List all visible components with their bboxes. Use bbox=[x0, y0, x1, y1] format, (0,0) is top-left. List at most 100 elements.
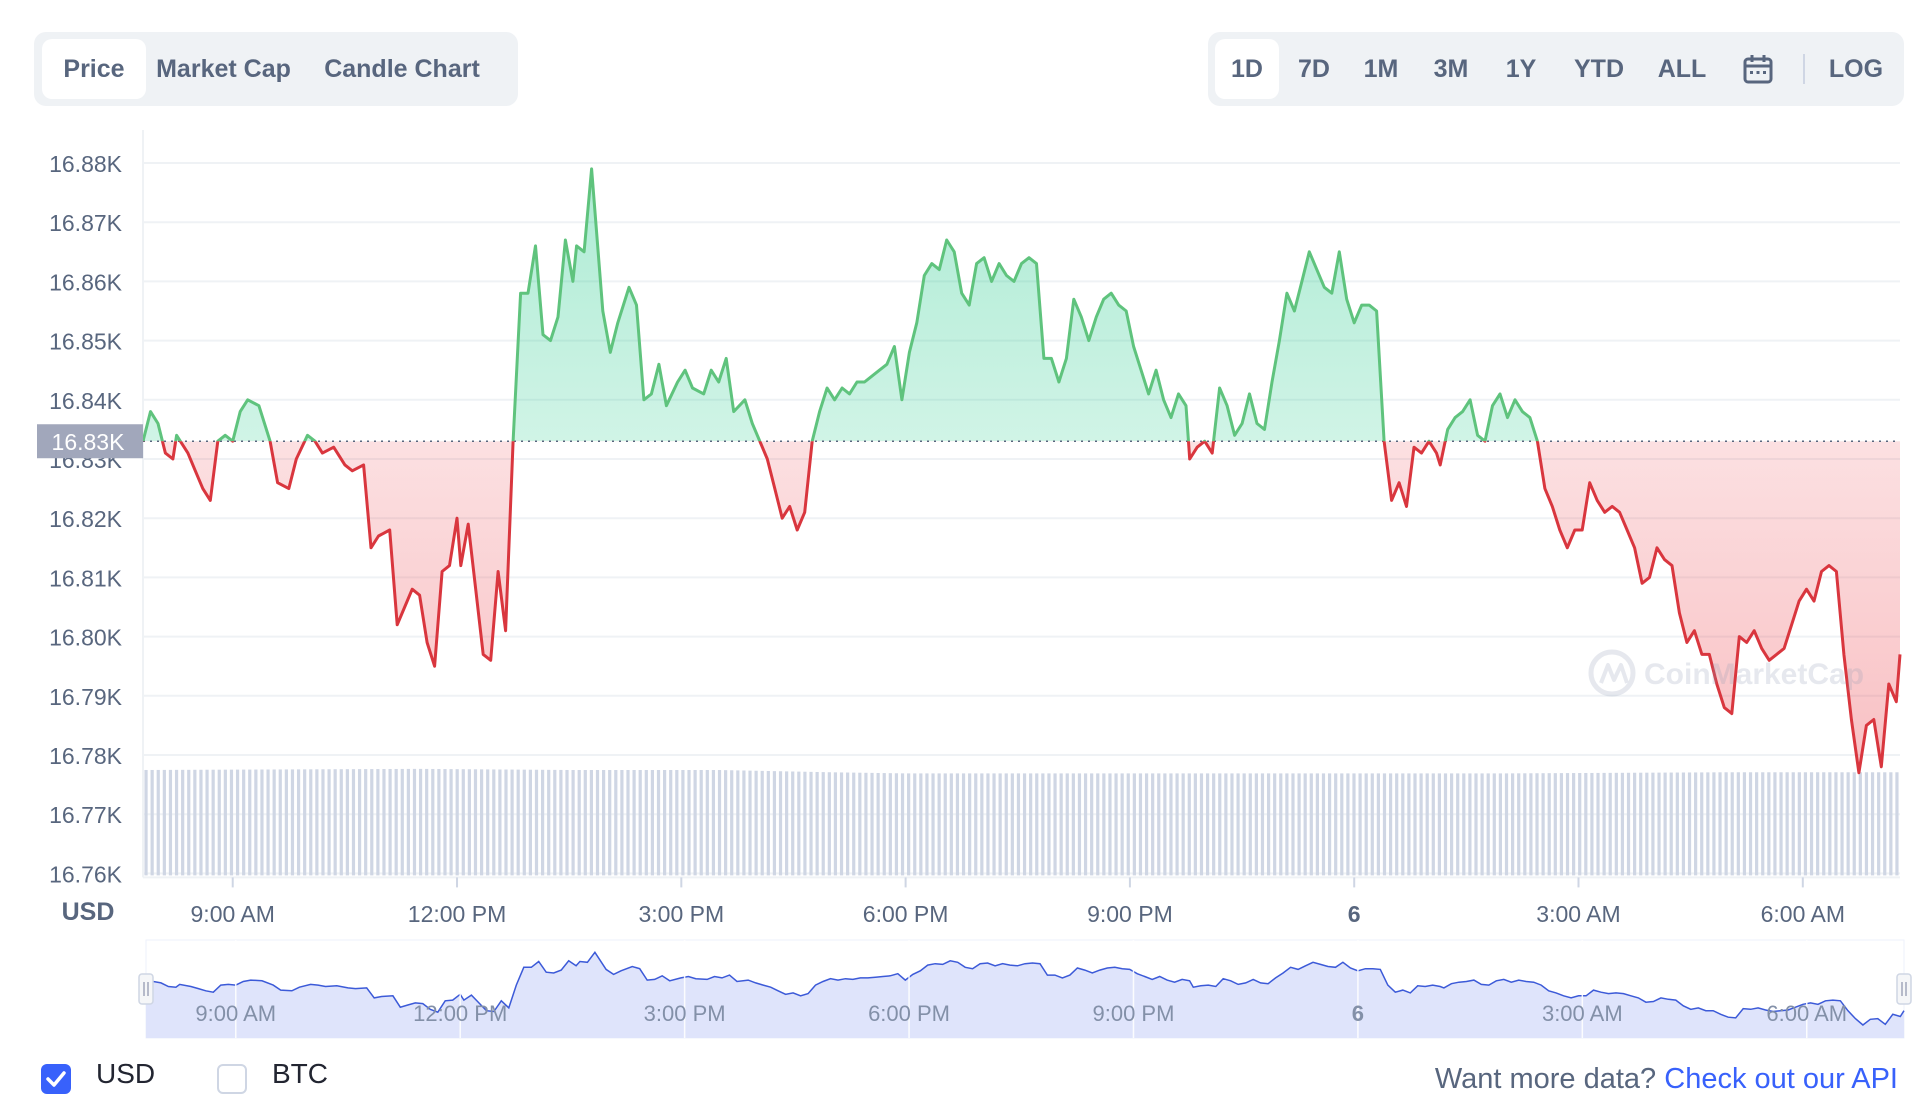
navigator-area bbox=[146, 952, 1904, 1038]
volume-bar bbox=[1718, 772, 1722, 876]
volume-bar bbox=[150, 769, 154, 876]
volume-bar bbox=[1773, 772, 1777, 876]
range-ytd-button[interactable]: YTD bbox=[1574, 55, 1624, 83]
x-tick-label: 6:00 AM bbox=[1761, 901, 1845, 927]
volume-bar bbox=[760, 770, 764, 876]
volume-bar bbox=[1126, 773, 1130, 876]
tab-candle-chart[interactable]: Candle Chart bbox=[324, 55, 480, 83]
volume-bar bbox=[248, 769, 252, 876]
range-1d-button[interactable]: 1D bbox=[1215, 39, 1279, 99]
volume-bar bbox=[309, 769, 313, 876]
volume-bar bbox=[1517, 773, 1521, 876]
y-tick-label: 16.80K bbox=[49, 625, 123, 651]
volume-bar bbox=[534, 769, 539, 876]
currency-axis-label: USD bbox=[62, 898, 115, 926]
volume-bar bbox=[1346, 773, 1350, 876]
volume-bar bbox=[315, 769, 319, 876]
volume-bar bbox=[1419, 773, 1423, 876]
volume-bar bbox=[785, 771, 789, 876]
volume-bar bbox=[1114, 773, 1118, 876]
volume-bar bbox=[1596, 772, 1600, 876]
volume-bar bbox=[351, 769, 356, 876]
volume-bar bbox=[205, 769, 209, 876]
navigator-tick-label: 3:00 AM bbox=[1542, 1001, 1623, 1026]
navigator-tick-label: 6 bbox=[1352, 1001, 1364, 1026]
volume-bar bbox=[943, 773, 947, 876]
volume-bar bbox=[333, 769, 337, 876]
volume-bar bbox=[303, 769, 307, 876]
volume-bar bbox=[1187, 773, 1191, 876]
api-link[interactable]: Check out our API bbox=[1664, 1063, 1898, 1095]
volume-bar bbox=[1809, 772, 1814, 876]
volume-bar bbox=[1462, 773, 1466, 876]
calendar-icon[interactable] bbox=[1728, 39, 1788, 99]
y-tick-label: 16.76K bbox=[49, 861, 123, 887]
volume-bar bbox=[724, 770, 728, 876]
volume-bar bbox=[1755, 772, 1759, 876]
volume-bar bbox=[1218, 773, 1222, 876]
volume-bar bbox=[595, 770, 600, 876]
volume-bar bbox=[1035, 773, 1039, 876]
volume-bar bbox=[504, 769, 508, 876]
range-all-button[interactable]: ALL bbox=[1657, 55, 1707, 83]
volume-bar bbox=[1291, 773, 1295, 876]
navigator-left-handle[interactable] bbox=[138, 973, 154, 1005]
volume-bar bbox=[638, 770, 642, 876]
volume-bar bbox=[400, 768, 404, 876]
volume-bar bbox=[1889, 772, 1893, 876]
y-tick-label: 16.78K bbox=[49, 743, 123, 769]
tab-price[interactable]: Price bbox=[42, 39, 146, 99]
range-1m-button[interactable]: 1M bbox=[1363, 55, 1399, 83]
volume-bar bbox=[1870, 772, 1875, 876]
volume-bar bbox=[1382, 773, 1387, 876]
volume-bar bbox=[1511, 773, 1515, 876]
volume-bar bbox=[449, 769, 453, 876]
volume-bar bbox=[1175, 773, 1179, 876]
navigator-right-handle[interactable] bbox=[1896, 973, 1912, 1005]
volume-bar bbox=[1828, 772, 1832, 876]
volume-bar bbox=[699, 770, 703, 876]
btc-label[interactable]: BTC bbox=[272, 1058, 328, 1089]
volume-bar bbox=[663, 770, 667, 876]
volume-bar bbox=[1169, 773, 1173, 876]
volume-bar bbox=[1639, 772, 1643, 876]
y-tick-label: 16.82K bbox=[49, 506, 123, 532]
y-tick-label: 16.87K bbox=[49, 210, 123, 236]
range-3m-button[interactable]: 3M bbox=[1433, 55, 1469, 83]
volume-bar bbox=[1553, 773, 1557, 876]
volume-bar bbox=[1645, 772, 1649, 876]
price-line-up bbox=[141, 167, 1539, 442]
baseline-badge-label: 16.83K bbox=[52, 429, 126, 455]
volume-bar bbox=[1425, 773, 1429, 876]
usd-checkbox[interactable] bbox=[41, 1064, 71, 1094]
volume-bar bbox=[144, 769, 148, 876]
volume-bar bbox=[1096, 773, 1100, 876]
volume-bar bbox=[211, 769, 215, 876]
volume-bar bbox=[1706, 772, 1710, 876]
volume-bar bbox=[296, 769, 301, 876]
log-scale-button[interactable]: LOG bbox=[1828, 55, 1884, 83]
volume-bar bbox=[1675, 772, 1679, 876]
volume-bar bbox=[827, 772, 831, 876]
volume-bar bbox=[1779, 772, 1783, 876]
navigator-tick-label: 9:00 AM bbox=[195, 1001, 276, 1026]
volume-bar bbox=[626, 770, 630, 876]
btc-checkbox[interactable] bbox=[217, 1064, 247, 1094]
tab-market-cap[interactable]: Market Cap bbox=[156, 55, 291, 83]
volume-bar bbox=[1449, 773, 1454, 876]
volume-bar bbox=[711, 770, 716, 876]
x-tick-label: 9:00 PM bbox=[1087, 901, 1173, 927]
volume-bar bbox=[357, 769, 362, 876]
volume-bar bbox=[364, 769, 368, 876]
volume-bar bbox=[1053, 773, 1057, 876]
volume-bar bbox=[705, 770, 709, 876]
volume-bar bbox=[1327, 773, 1332, 876]
volume-bar bbox=[1736, 772, 1740, 876]
volume-bar bbox=[1144, 773, 1149, 876]
range-1y-button[interactable]: 1Y bbox=[1505, 55, 1537, 83]
usd-label[interactable]: USD bbox=[96, 1058, 156, 1089]
volume-bar bbox=[345, 769, 349, 876]
x-tick-label: 6 bbox=[1348, 901, 1361, 927]
volume-bar bbox=[608, 770, 612, 876]
range-7d-button[interactable]: 7D bbox=[1298, 55, 1330, 83]
